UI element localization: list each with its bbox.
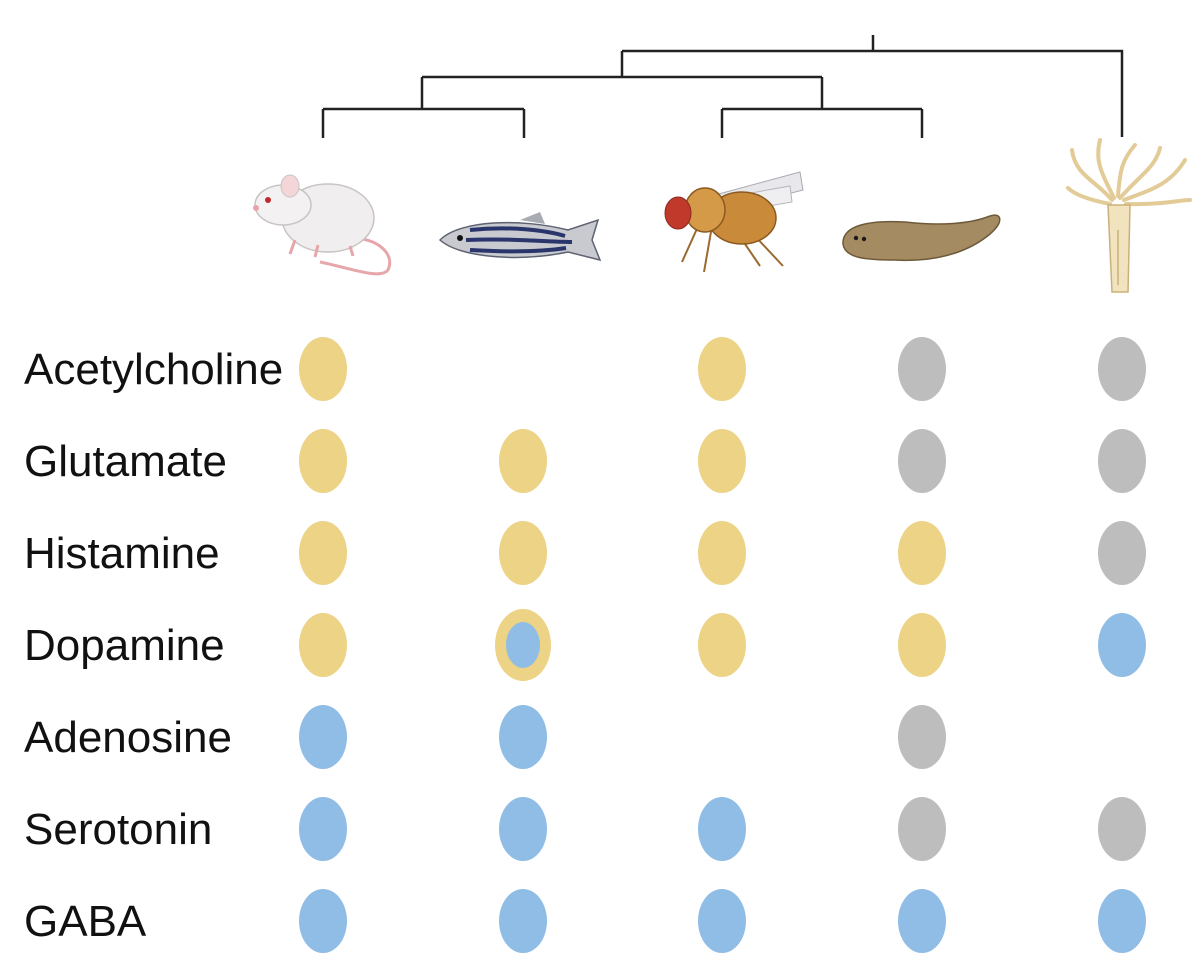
presence-dot-fruit-fly-yellow (698, 521, 746, 585)
presence-dot-fruit-fly-blue (698, 797, 746, 861)
presence-dot-fruit-fly-yellow (698, 337, 746, 401)
presence-dot-zebrafish-yellow (499, 521, 547, 585)
row-label: GABA (24, 897, 147, 946)
presence-dot-planarian-blue (898, 889, 946, 953)
presence-dot-hydra-gray (1098, 521, 1146, 585)
row-label: Dopamine (24, 621, 225, 670)
row-label: Glutamate (24, 437, 227, 486)
presence-dot-hydra-gray (1098, 429, 1146, 493)
species-row (253, 138, 1192, 293)
fruit-fly-icon (664, 171, 804, 273)
presence-dot-mouse-blue (299, 705, 347, 769)
matrix-row: Acetylcholine (24, 337, 1146, 401)
planarian-icon (842, 214, 1001, 262)
row-label: Acetylcholine (24, 345, 283, 394)
matrix-row: Adenosine (24, 705, 946, 769)
row-label: Serotonin (24, 805, 212, 854)
row-label: Adenosine (24, 713, 232, 762)
presence-dot-mouse-blue (299, 889, 347, 953)
neurotransmitter-matrix: Acetylcholine Glutamate Histamine Dopamine A… (24, 337, 1146, 953)
presence-dot-fruit-fly-yellow (698, 613, 746, 677)
zebrafish-icon (438, 212, 602, 262)
presence-dot-fruit-fly-yellow (698, 429, 746, 493)
tree-split-vertebrates (321, 107, 526, 138)
mouse-icon (253, 174, 392, 276)
presence-dot-mouse-blue (299, 797, 347, 861)
presence-dot-mouse-yellow (299, 613, 347, 677)
tree-split-deuterostome-protostome (420, 75, 824, 109)
presence-dot-zebrafish-blue (499, 797, 547, 861)
presence-dot-fruit-fly-blue (698, 889, 746, 953)
presence-dot-hydra-blue (1098, 613, 1146, 677)
matrix-row: Dopamine (24, 609, 1146, 681)
presence-dot-hydra-blue (1098, 889, 1146, 953)
presence-dot-hydra-gray (1098, 797, 1146, 861)
presence-dot-zebrafish-yellow (499, 429, 547, 493)
presence-dot-planarian-gray (898, 429, 946, 493)
presence-dot-hydra-gray (1098, 337, 1146, 401)
tree-split-bilateria-cnidaria (620, 49, 1124, 137)
presence-dot-zebrafish-blue (499, 705, 547, 769)
presence-dot-mouse-yellow (299, 429, 347, 493)
presence-dot-planarian-gray (898, 797, 946, 861)
tree-split-invertebrates (720, 107, 924, 138)
presence-dot-mouse-yellow (299, 521, 347, 585)
presence-dot-planarian-yellow (898, 521, 946, 585)
hydra-icon (1066, 138, 1192, 293)
presence-dot-zebrafish-blue (506, 622, 540, 668)
row-label: Histamine (24, 529, 220, 578)
matrix-row: Histamine (24, 521, 1146, 585)
matrix-row: Glutamate (24, 429, 1146, 493)
phylogenetic-tree (321, 35, 1124, 138)
presence-dot-planarian-gray (898, 705, 946, 769)
presence-dot-planarian-yellow (898, 613, 946, 677)
matrix-row: Serotonin (24, 797, 1146, 861)
presence-dot-zebrafish-blue (499, 889, 547, 953)
matrix-row: GABA (24, 889, 1146, 953)
presence-dot-mouse-yellow (299, 337, 347, 401)
presence-dot-planarian-gray (898, 337, 946, 401)
